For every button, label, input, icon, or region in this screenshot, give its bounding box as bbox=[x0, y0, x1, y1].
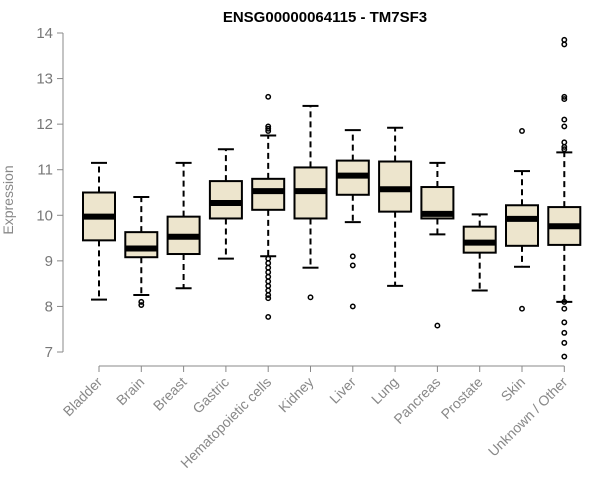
box-breast bbox=[166, 161, 201, 290]
outlier-point bbox=[265, 313, 272, 320]
outlier-point bbox=[265, 93, 272, 100]
box-kidney bbox=[293, 104, 328, 301]
x-tick-label: Liver bbox=[326, 374, 359, 407]
box-hematopoietic-cells bbox=[251, 93, 286, 320]
outlier-point bbox=[561, 36, 568, 43]
outlier-point bbox=[307, 294, 314, 301]
y-tick-label: 7 bbox=[45, 344, 53, 361]
outlier-point bbox=[349, 253, 356, 260]
iqr-box bbox=[251, 177, 286, 211]
y-tick-label: 12 bbox=[36, 116, 53, 133]
x-tick-label: Pancreas bbox=[390, 374, 443, 427]
outlier-point bbox=[561, 339, 568, 346]
y-tick-label: 13 bbox=[36, 71, 53, 88]
x-tick-label: Brain bbox=[113, 374, 147, 408]
outlier-point bbox=[265, 128, 272, 134]
x-tick-label: Lung bbox=[368, 374, 401, 407]
chart-title: ENSG00000064115 - TM7SF3 bbox=[223, 9, 427, 26]
iqr-box bbox=[124, 231, 159, 259]
outlier-point bbox=[561, 329, 568, 336]
y-tick-label: 14 bbox=[36, 25, 53, 42]
box-prostate bbox=[462, 213, 497, 292]
outlier-point bbox=[138, 298, 145, 305]
x-tick-label: Breast bbox=[150, 374, 190, 414]
outlier-point bbox=[434, 322, 441, 329]
box-pancreas bbox=[420, 161, 455, 329]
box-lung bbox=[378, 126, 413, 287]
y-tick-label: 10 bbox=[36, 207, 53, 224]
y-tick-label: 11 bbox=[37, 162, 53, 179]
outlier-point bbox=[265, 292, 272, 298]
outlier-point bbox=[265, 295, 272, 302]
box-unknown-other bbox=[547, 36, 582, 360]
outlier-point bbox=[561, 146, 568, 153]
outlier-point bbox=[138, 302, 145, 309]
box-liver bbox=[335, 129, 370, 310]
outlier-point bbox=[561, 123, 568, 130]
outlier-point bbox=[519, 128, 525, 134]
box-gastric bbox=[208, 148, 243, 260]
box-skin bbox=[505, 128, 539, 312]
outlier-point bbox=[561, 116, 568, 123]
outlier-point bbox=[519, 305, 525, 312]
boxes-group bbox=[82, 36, 582, 360]
x-tick-label: Unknown / Other bbox=[485, 374, 571, 460]
x-tick-label: Kidney bbox=[275, 374, 317, 416]
outlier-point bbox=[265, 264, 272, 271]
outlier-point bbox=[265, 269, 272, 276]
outlier-point bbox=[265, 278, 272, 285]
x-tick-label: Bladder bbox=[60, 374, 106, 420]
outlier-point bbox=[561, 143, 568, 150]
box-brain bbox=[124, 196, 159, 309]
x-tick-label: Skin bbox=[498, 374, 529, 405]
outlier-point bbox=[265, 273, 272, 280]
x-tick-label: Prostate bbox=[438, 374, 486, 422]
outlier-point bbox=[561, 298, 568, 305]
y-tick-label: 9 bbox=[45, 253, 53, 270]
outlier-point bbox=[561, 93, 568, 100]
outlier-point bbox=[265, 255, 272, 262]
outlier-point bbox=[265, 282, 272, 289]
y-tick-label: 8 bbox=[45, 298, 53, 315]
iqr-box bbox=[505, 204, 539, 247]
outlier-point bbox=[561, 319, 568, 326]
outlier-point bbox=[265, 287, 272, 294]
y-axis: 7 8 9 10 11 12 13 14 bbox=[36, 25, 64, 361]
box-bladder bbox=[82, 161, 116, 301]
y-axis-label: Expression bbox=[0, 165, 16, 234]
outlier-point bbox=[561, 353, 568, 360]
iqr-box bbox=[208, 180, 243, 220]
outlier-point bbox=[265, 260, 272, 267]
outlier-point bbox=[265, 125, 272, 132]
outlier-point bbox=[561, 41, 568, 48]
outlier-point bbox=[561, 305, 568, 312]
outlier-point bbox=[349, 303, 356, 310]
outlier-point bbox=[561, 96, 568, 103]
outlier-point bbox=[349, 262, 356, 269]
outlier-point bbox=[561, 139, 568, 146]
